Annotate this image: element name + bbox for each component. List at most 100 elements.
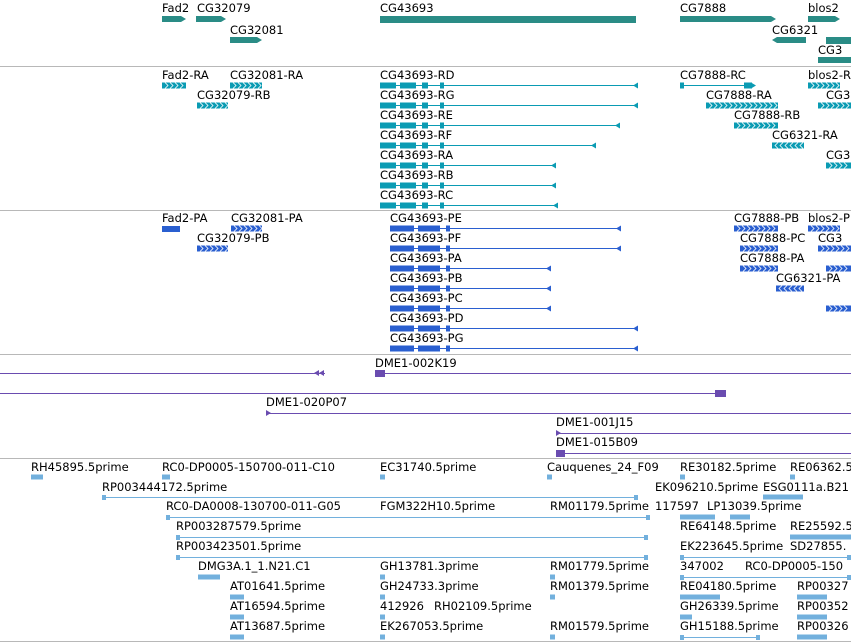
est-glyph[interactable] [176, 535, 180, 540]
exon-block[interactable] [418, 245, 440, 252]
feature-label[interactable]: EC31740.5prime [380, 460, 476, 474]
est-glyph[interactable] [102, 495, 106, 500]
feature-label[interactable]: CG43693-PG [390, 331, 464, 345]
exon-block[interactable] [390, 245, 414, 252]
exon-block[interactable] [400, 162, 416, 169]
feature-label[interactable]: CG32079-PB [197, 231, 270, 245]
est-glyph[interactable] [756, 635, 760, 640]
est-glyph[interactable] [230, 594, 244, 600]
gene-glyph[interactable] [826, 37, 851, 44]
gene-glyph[interactable] [380, 16, 636, 23]
exon-block[interactable] [440, 82, 444, 89]
feature-label[interactable]: CG43693-RD [380, 68, 455, 82]
est-glyph[interactable] [380, 634, 385, 640]
feature-label-fragment[interactable]: CG3 [818, 43, 842, 57]
feature-label[interactable]: Cauquenes_24_F09 [547, 460, 659, 474]
exon-block[interactable] [380, 202, 396, 209]
feature-label[interactable]: Fad2-RA [162, 68, 209, 82]
feature-label[interactable]: CG32081 [230, 23, 284, 37]
exon-block[interactable] [418, 285, 440, 292]
est-glyph[interactable] [31, 474, 43, 480]
feature-label[interactable]: RH45895.5prime [31, 460, 129, 474]
feature-label[interactable]: CG6321 [772, 23, 818, 37]
exon-block[interactable] [380, 102, 396, 109]
est-glyph[interactable] [797, 634, 827, 640]
feature-label[interactable]: Fad2-PA [162, 211, 208, 225]
exon-block[interactable] [380, 162, 396, 169]
feature-label[interactable]: RE30182.5prime [680, 460, 776, 474]
exon-block[interactable] [422, 102, 428, 109]
feature-label[interactable]: CG3 [826, 88, 850, 102]
est-glyph[interactable] [230, 634, 244, 640]
feature-label[interactable]: CG7888-RA [706, 88, 772, 102]
est-glyph[interactable] [634, 495, 638, 500]
feature-label[interactable]: CG43693-PE [390, 211, 462, 225]
exon-block[interactable] [390, 285, 414, 292]
feature-label[interactable]: RP00352 [797, 599, 849, 613]
gene-glyph[interactable] [680, 16, 776, 22]
exon-block[interactable] [418, 265, 440, 272]
exon-block[interactable] [680, 82, 684, 89]
gene-glyph[interactable] [162, 16, 186, 22]
est-glyph[interactable] [644, 555, 648, 560]
feature-label[interactable]: RE25592.5 [790, 519, 851, 533]
exon-block[interactable] [400, 82, 416, 89]
exon-block[interactable] [826, 305, 851, 312]
feature-label[interactable]: 412926 [380, 599, 424, 613]
exon-block[interactable] [162, 226, 180, 232]
exon-block[interactable] [446, 225, 450, 232]
feature-label-fragment[interactable]: CG3 [826, 148, 850, 162]
est-glyph[interactable] [680, 635, 684, 640]
exon-block[interactable] [380, 182, 396, 189]
feature-label[interactable]: AT01641.5prime [230, 579, 325, 593]
feature-label[interactable]: CG32081-RA [230, 68, 303, 82]
exon-block[interactable] [390, 225, 414, 232]
est-glyph[interactable] [680, 614, 692, 620]
est-glyph[interactable] [547, 474, 552, 480]
feature-label[interactable]: CG43693-RF [380, 128, 452, 142]
feature-label[interactable]: GH15188.5prime [680, 619, 779, 633]
feature-label[interactable]: DME1-015B09 [556, 435, 638, 449]
exon-block[interactable] [772, 142, 804, 149]
feature-label[interactable]: CG7888-RC [680, 68, 746, 82]
feature-label[interactable]: RM01379.5prime [550, 579, 649, 593]
feature-label[interactable]: RP003423501.5prime [176, 539, 301, 553]
est-glyph[interactable] [380, 614, 385, 620]
feature-label[interactable]: GH13781.3prime [380, 559, 479, 573]
feature-label[interactable]: EK267053.5prime [380, 619, 483, 633]
est-glyph[interactable] [380, 474, 385, 480]
exon-block[interactable] [446, 265, 450, 272]
exon-block[interactable] [422, 122, 428, 129]
feature-label[interactable]: RP00326 [797, 619, 849, 633]
est-glyph[interactable] [763, 494, 803, 500]
exon-block[interactable] [400, 202, 416, 209]
exon-block[interactable] [734, 225, 778, 232]
exon-block[interactable] [400, 142, 416, 149]
feature-label[interactable]: 347002 [680, 559, 724, 573]
feature-label[interactable]: RC0-DP0005-150 [745, 559, 843, 573]
gene-glyph[interactable] [196, 16, 226, 22]
feature-label[interactable]: Fad2 [162, 1, 189, 15]
exon-block[interactable] [422, 162, 428, 169]
feature-label[interactable]: RE06362.5 [790, 460, 851, 474]
feature-label[interactable]: FGM322H10.5prime [380, 499, 495, 513]
est-glyph[interactable] [680, 555, 684, 560]
est-glyph[interactable] [797, 594, 827, 600]
est-glyph[interactable] [646, 515, 650, 520]
feature-label[interactable]: EK223645.5prime [680, 539, 783, 553]
feature-label[interactable]: RC0-DA0008-130700-011-G05 [166, 499, 341, 513]
est-glyph[interactable] [680, 594, 720, 600]
feature-label[interactable]: blos2-R [808, 68, 851, 82]
exon-block[interactable] [418, 325, 440, 332]
feature-label[interactable]: RP003287579.5prime [176, 519, 301, 533]
est-glyph[interactable] [680, 514, 715, 520]
exon-block[interactable] [440, 142, 444, 149]
est-glyph[interactable] [550, 634, 555, 640]
feature-label[interactable]: CG43693-PA [390, 251, 462, 265]
exon-block[interactable] [446, 245, 450, 252]
exon-block[interactable] [826, 265, 851, 272]
gene-glyph[interactable] [230, 37, 262, 43]
feature-label[interactable]: CG6321-PA [776, 271, 841, 285]
exon-block[interactable] [422, 202, 428, 209]
feature-label[interactable]: RM01779.5prime [550, 559, 649, 573]
